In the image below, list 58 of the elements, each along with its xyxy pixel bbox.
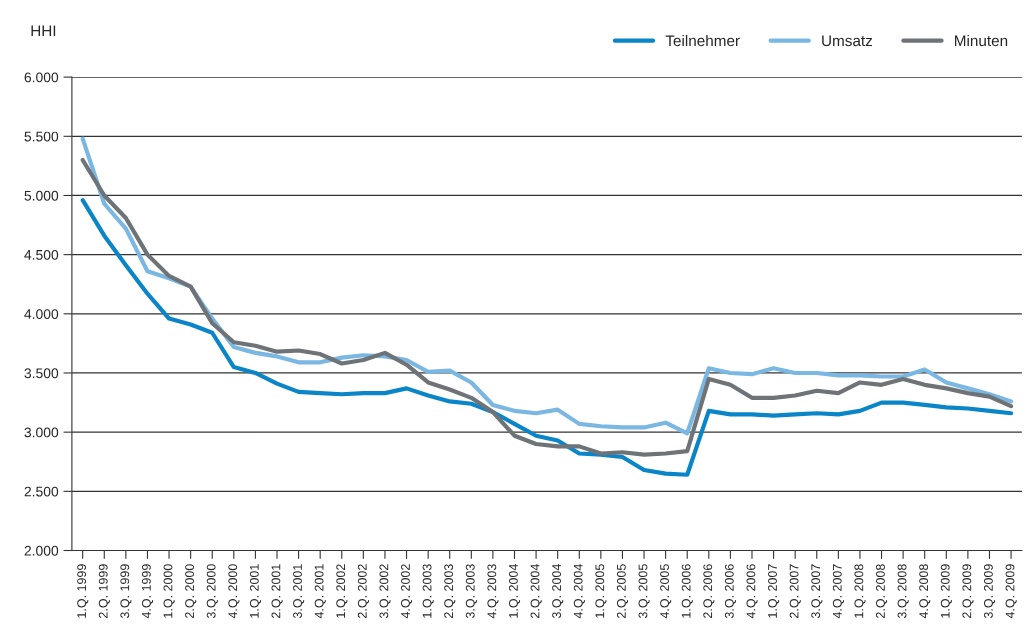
x-tick-label: 2.Q. 2003 xyxy=(444,564,456,618)
x-tick-label: 3.Q. 2001 xyxy=(293,564,305,619)
x-tick-label: 1.Q. 2006 xyxy=(681,564,693,618)
line-series xyxy=(80,198,1014,477)
x-tick-label: 3.Q. 2004 xyxy=(552,564,564,619)
y-tick-label: 4.500 xyxy=(24,249,59,260)
y-tick-label: 2.500 xyxy=(24,486,59,497)
x-tick-label: 1.Q. 2000 xyxy=(163,564,175,618)
y-tick-label: 5.000 xyxy=(24,190,59,201)
y-tick-label: 3.500 xyxy=(24,368,59,379)
x-tick-label: 1.Q. 2009 xyxy=(940,564,952,618)
x-tick-label: 4.Q. 1999 xyxy=(141,564,154,619)
x-tick-label: 1.Q. 2008 xyxy=(854,564,866,618)
x-tick-label: 3.Q. 2008 xyxy=(897,564,909,619)
legend-label: Teilnehmer xyxy=(665,34,740,47)
x-tick-label: 4.Q. 2008 xyxy=(919,564,931,619)
y-tick-label: 3.000 xyxy=(24,427,59,438)
x-tick-label: 1.Q. 2005 xyxy=(595,564,607,618)
x-tick-label: 3.Q. 1999 xyxy=(120,564,132,619)
x-tick-label: 2.Q. 1999 xyxy=(98,564,110,618)
x-tick-label: 4.Q. 2006 xyxy=(746,564,758,619)
x-tick-label: 2.Q. 2009 xyxy=(962,564,974,618)
x-tick-label: 2.Q. 2001 xyxy=(271,564,283,618)
y-tick-label: 2.000 xyxy=(24,545,59,556)
y-tick-label: 4.000 xyxy=(24,309,59,319)
x-tick-label: 4.Q. 2003 xyxy=(487,564,499,619)
x-tick-label: 3.Q. 2003 xyxy=(465,564,477,619)
x-tick-label: 4.Q. 2007 xyxy=(832,564,844,619)
x-tick-label: 1.Q. 2003 xyxy=(422,564,434,618)
x-tick-label: 4.Q. 2000 xyxy=(228,564,240,619)
x-tick-label: 1.Q. 1999 xyxy=(77,564,89,618)
y-tick-label: 6.000 xyxy=(24,72,59,83)
legend-label: Umsatz xyxy=(822,35,873,47)
x-tick-label: 3.Q. 2002 xyxy=(379,564,391,619)
x-tick-label: 1.Q. 2002 xyxy=(336,564,348,618)
x-tick-label: 1.Q. 2007 xyxy=(768,564,780,618)
x-tick-label: 1.Q. 2004 xyxy=(509,564,521,618)
x-tick-label: 2.Q. 2002 xyxy=(357,564,369,618)
y-tick-label: 5.500 xyxy=(24,131,59,142)
x-tick-label: 2.Q. 2008 xyxy=(876,564,888,618)
x-tick-label: 4.Q. 2001 xyxy=(314,564,326,619)
legend-label: Minuten xyxy=(955,34,1008,47)
x-tick-label: 2.Q. 2007 xyxy=(789,564,801,618)
x-tick-label: 4.Q. 2002 xyxy=(401,564,413,619)
x-tick-label: 2.Q. 2004 xyxy=(530,564,542,618)
x-tick-label: 2.Q. 2000 xyxy=(185,564,197,618)
y-axis-title: HHI xyxy=(31,25,56,37)
x-tick-label: 3.Q. 2007 xyxy=(811,564,823,619)
x-tick-label: 4.Q. 2005 xyxy=(660,564,672,619)
x-tick-label: 3.Q. 2000 xyxy=(206,564,218,619)
x-tick-label: 3.Q. 2005 xyxy=(638,564,650,619)
x-tick-label: 4.Q. 2009 xyxy=(1005,564,1017,619)
x-tick-label: 2.Q. 2006 xyxy=(703,564,715,618)
x-tick-label: 3.Q. 2006 xyxy=(724,564,736,619)
x-tick-label: 3.Q. 2009 xyxy=(983,564,996,619)
x-tick-label: 1.Q. 2001 xyxy=(249,564,261,618)
x-tick-label: 4.Q. 2004 xyxy=(573,564,585,619)
x-tick-label: 2.Q. 2005 xyxy=(616,564,629,618)
